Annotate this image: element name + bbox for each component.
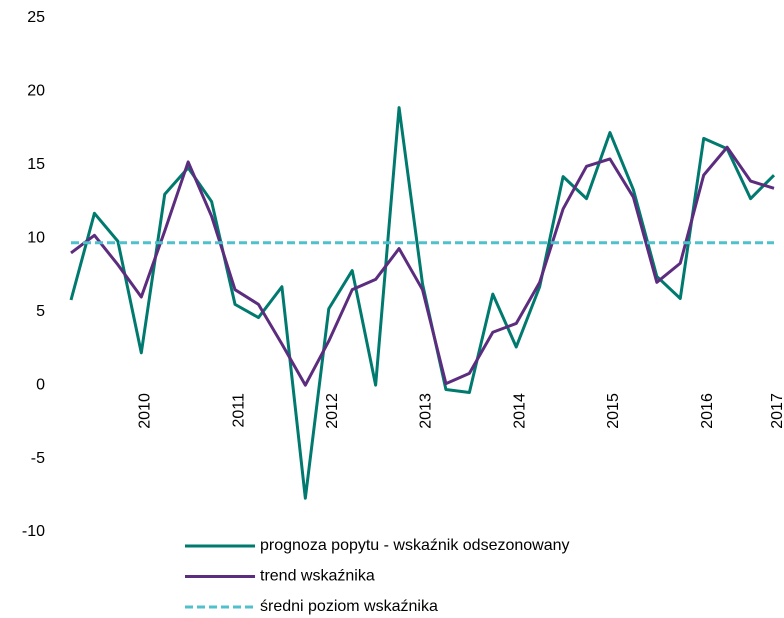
legend-label: trend wskaźnika: [260, 568, 375, 585]
x-tick-label: 2013: [418, 393, 435, 429]
y-tick-label: -10: [22, 523, 45, 540]
y-tick-label: 10: [27, 230, 45, 247]
y-tick-label: 0: [36, 376, 45, 393]
y-tick-label: 5: [36, 303, 45, 320]
legend-label: prognoza popytu - wskaźnik odsezonowany: [260, 537, 570, 554]
x-tick-label: 2010: [137, 393, 154, 429]
x-tick-label: 2011: [230, 393, 247, 428]
y-tick-label: 25: [27, 9, 45, 26]
x-tick-label: 2012: [324, 393, 341, 429]
y-tick-label: 20: [27, 83, 45, 100]
x-tick-label: 2015: [605, 393, 622, 429]
series-line: [70, 145, 775, 387]
x-tick-label: 2014: [511, 393, 528, 429]
y-tick-label: 15: [27, 156, 45, 173]
x-tick-label: 2016: [699, 393, 716, 429]
y-tick-label: -5: [31, 450, 45, 467]
x-tick-label: 2017: [769, 393, 784, 429]
series-line: [69, 106, 776, 500]
legend-label: średni poziom wskaźnika: [260, 598, 438, 615]
